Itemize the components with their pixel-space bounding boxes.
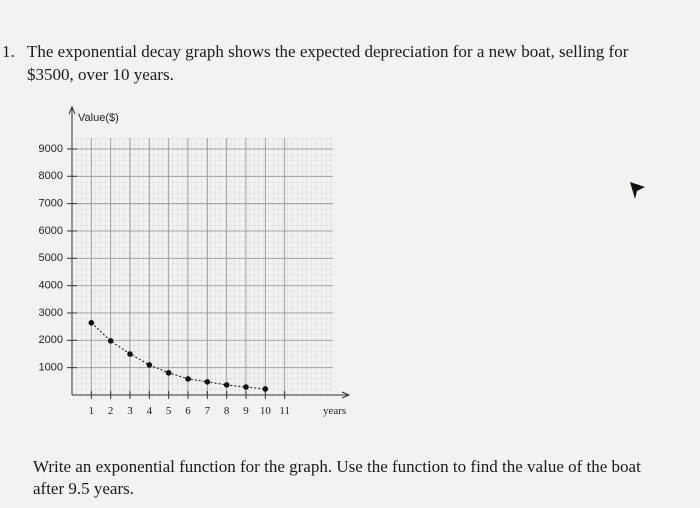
data-point xyxy=(88,320,95,326)
y-tick-label: 8000 xyxy=(39,170,63,182)
y-tick-label: 7000 xyxy=(39,198,63,210)
x-axis-label: years xyxy=(323,405,346,417)
x-tick-label: 3 xyxy=(127,405,133,417)
data-point xyxy=(262,386,269,392)
x-tick-label: 4 xyxy=(147,405,153,417)
question-line: $3500, over 10 years. xyxy=(27,65,174,84)
y-arrow xyxy=(68,105,76,115)
data-point xyxy=(127,351,133,357)
prompt-line: after 9.5 years. xyxy=(33,479,134,498)
x-tick-label: 8 xyxy=(224,405,230,417)
x-tick-label: 7 xyxy=(205,405,211,417)
prompt-line: Write an exponential function for the gr… xyxy=(33,457,641,476)
y-tick-label: 9000 xyxy=(39,143,63,155)
data-point xyxy=(107,338,114,344)
plot: 1000 2000 3000 4000 5000 6000 7000 8000 9000 1 2 3 4… xyxy=(39,105,351,417)
x-tick-label: 2 xyxy=(108,405,114,417)
x-tick-label: 10 xyxy=(260,405,272,417)
y-tick-label: 6000 xyxy=(39,225,63,237)
data-point xyxy=(146,362,153,368)
minor-grid xyxy=(72,138,333,395)
x-tick-label: 11 xyxy=(279,405,290,417)
cursor xyxy=(630,182,645,199)
y-tick-label: 2000 xyxy=(39,334,63,346)
y-tick-label: 3000 xyxy=(39,307,63,319)
y-tick-label: 1000 xyxy=(39,362,63,374)
data-point xyxy=(185,376,191,382)
x-tick-label: 9 xyxy=(243,405,249,417)
data-point xyxy=(223,382,230,388)
y-tick-label: 4000 xyxy=(39,280,63,292)
x-arrow xyxy=(341,391,351,399)
data-point xyxy=(243,384,249,390)
x-tick-label: 1 xyxy=(89,405,95,417)
data-point xyxy=(165,370,172,376)
question-number: 1. xyxy=(2,42,15,61)
data-point xyxy=(204,379,211,385)
y-axis-label: Value($) xyxy=(78,112,119,124)
y-tick-label: 5000 xyxy=(39,252,63,264)
x-tick-label: 6 xyxy=(185,405,191,417)
x-tick-label: 5 xyxy=(166,405,172,417)
question-line: The exponential decay graph shows the ex… xyxy=(27,42,629,61)
